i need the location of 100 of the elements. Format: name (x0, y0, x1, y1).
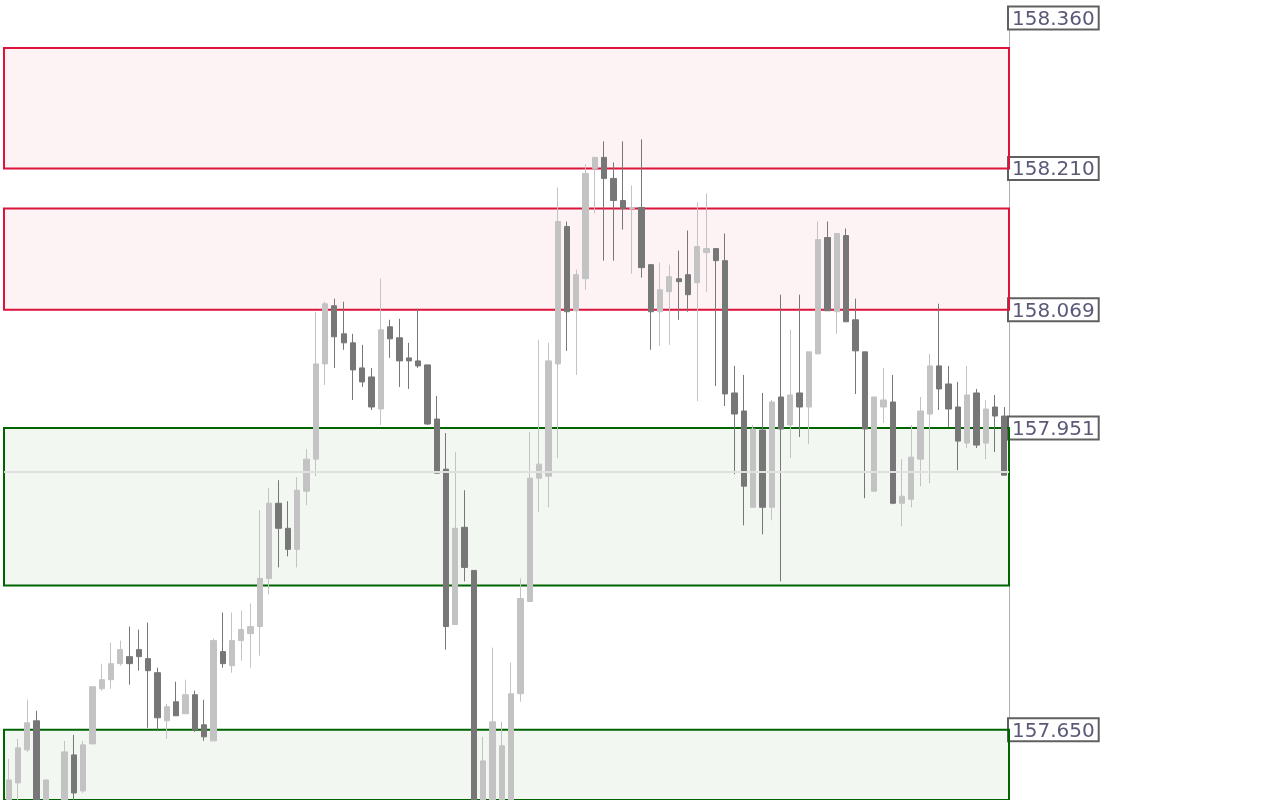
candlestick (164, 703, 170, 740)
candlestick (406, 342, 412, 390)
candlestick (769, 399, 775, 521)
candlestick (685, 230, 691, 313)
candlestick (778, 294, 784, 582)
candlestick (638, 138, 645, 279)
candlestick (173, 681, 179, 717)
candlestick (80, 740, 86, 794)
y-tick-label: 158.360 (1012, 6, 1095, 31)
candlestick (71, 734, 77, 800)
candlestick (266, 487, 272, 595)
candlestick (722, 233, 728, 407)
candlestick (880, 367, 887, 424)
candlestick (313, 311, 319, 477)
candlestick (443, 432, 449, 651)
candlestick (480, 736, 486, 800)
y-tick-label: 157.650 (1012, 717, 1095, 742)
candlestick (592, 156, 598, 215)
candlestick (787, 329, 793, 459)
candlestick (983, 399, 989, 460)
candlestick (61, 740, 68, 800)
candlestick (750, 424, 756, 508)
candlestick (136, 629, 142, 672)
candlestick (108, 642, 114, 690)
candlestick (973, 388, 980, 449)
candlestick (359, 344, 365, 388)
candlestick (192, 690, 198, 733)
candlestick (210, 638, 217, 742)
candlestick (434, 395, 440, 474)
candlestick (182, 679, 189, 715)
candlestick (731, 365, 738, 475)
candlestick (713, 248, 719, 387)
candlestick (154, 667, 161, 731)
candlestick (33, 710, 40, 800)
candlestick (555, 186, 561, 459)
candlestick (294, 476, 300, 568)
candlestick (676, 250, 682, 321)
candlestick (424, 364, 431, 426)
candlestick (815, 221, 821, 355)
candlestick (582, 163, 589, 291)
candlestick (620, 140, 626, 231)
candlestick (89, 686, 96, 745)
candlestick (117, 640, 123, 667)
candlestick (871, 396, 877, 492)
candlestick (610, 161, 617, 262)
candlestick (24, 699, 30, 753)
candlestick (852, 298, 859, 395)
candlestick (350, 333, 356, 401)
candlestick (471, 569, 477, 800)
candlestick (992, 394, 998, 453)
candlestick (545, 342, 552, 508)
candlestick (452, 451, 458, 626)
candlestick (229, 612, 235, 674)
candlestick (908, 424, 914, 508)
candlestick (890, 374, 896, 505)
candlestick (666, 264, 672, 346)
candlestick (201, 699, 207, 742)
candlestick (415, 308, 421, 369)
candlestick (285, 500, 291, 557)
candlestick (945, 365, 952, 428)
candlestick (899, 458, 905, 527)
candlestick (936, 303, 942, 411)
candlestick (843, 228, 849, 323)
candlestick (527, 431, 533, 602)
candlestick (564, 221, 570, 352)
candlestick (499, 721, 505, 800)
candlestick (862, 351, 868, 499)
candlestick (99, 663, 105, 692)
candlestick (955, 381, 961, 471)
candlestick (6, 758, 12, 800)
candlestick (461, 489, 468, 582)
candlestick (806, 351, 812, 445)
candlestick (834, 233, 840, 335)
candlestick (126, 626, 133, 686)
candlestick (601, 140, 607, 262)
y-tick-label: 157.951 (1012, 416, 1095, 441)
candlestick (796, 294, 803, 438)
y-tick-label: 158.069 (1012, 297, 1095, 322)
candlestick (657, 262, 663, 347)
candlestick (145, 622, 151, 729)
candlestick (927, 353, 933, 484)
candlestick (331, 298, 337, 369)
candlestick (517, 577, 524, 703)
candlestick (648, 264, 654, 351)
candlestick (341, 301, 347, 351)
candlestick (703, 192, 710, 293)
candlestick (387, 319, 393, 359)
candlestick (629, 184, 635, 275)
candlestick (508, 662, 514, 800)
candlestick (573, 269, 579, 376)
candlestick (917, 396, 924, 487)
candlestick (257, 509, 263, 657)
candlestick (396, 318, 403, 388)
candlestick (536, 339, 542, 513)
candlestick (43, 779, 49, 800)
candlestick (275, 479, 282, 568)
candlestick (220, 612, 226, 669)
candlestick (378, 278, 384, 426)
candlestick (964, 365, 970, 449)
candlestick (238, 610, 244, 662)
